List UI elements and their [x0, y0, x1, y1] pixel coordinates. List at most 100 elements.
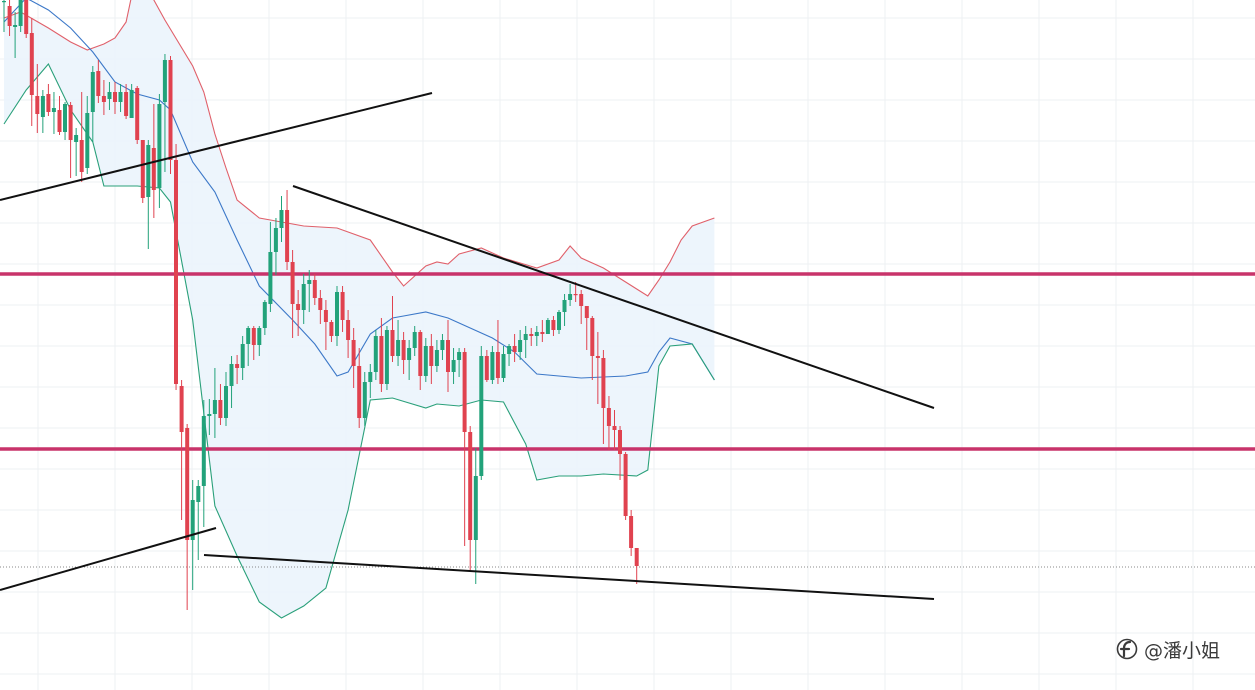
candle — [113, 82, 117, 114]
candle — [606, 396, 611, 450]
candle — [534, 326, 539, 346]
candle — [390, 296, 395, 362]
candle — [529, 328, 534, 346]
candle-body — [74, 135, 79, 142]
candle-body — [601, 358, 606, 408]
candle-body — [606, 408, 611, 426]
candle — [429, 334, 434, 384]
candle — [135, 86, 140, 144]
bollinger-middle-line — [3, 0, 715, 381]
candle-body — [562, 300, 567, 312]
candle — [573, 282, 578, 302]
candle-body — [490, 352, 495, 380]
candle — [312, 274, 317, 305]
candle — [568, 284, 573, 306]
candle — [501, 346, 506, 382]
candle-body — [63, 104, 67, 132]
candle-body — [423, 346, 428, 376]
candle — [329, 320, 334, 342]
candle — [601, 350, 606, 444]
candle-body — [51, 108, 56, 112]
candle — [473, 448, 478, 584]
candle — [40, 90, 45, 133]
candle — [557, 310, 561, 334]
candle-body — [368, 372, 373, 382]
candle-body — [307, 280, 312, 284]
candle-body — [495, 352, 500, 378]
candle — [551, 316, 556, 336]
candle — [146, 140, 151, 249]
candle — [257, 326, 262, 356]
candle — [68, 102, 73, 178]
candle — [235, 355, 240, 384]
candle — [512, 334, 517, 362]
candle — [479, 346, 484, 480]
candle — [457, 348, 462, 377]
candle — [24, 0, 29, 38]
candle-body — [468, 432, 473, 540]
candle — [285, 190, 290, 270]
candle — [296, 290, 301, 336]
bollinger-lower-line — [3, 63, 715, 619]
candles — [2, 0, 639, 610]
candle-body — [545, 320, 550, 334]
trendline — [203, 554, 935, 600]
candle-body — [523, 334, 528, 340]
candle — [212, 368, 217, 438]
candle-body — [24, 0, 29, 34]
candle — [540, 320, 545, 342]
candle-body — [590, 318, 595, 356]
candle — [545, 318, 550, 334]
candle-body — [507, 346, 512, 354]
candle-body — [290, 262, 295, 304]
candle — [251, 326, 256, 360]
candle-body — [540, 332, 545, 334]
candle — [90, 66, 95, 142]
candle — [85, 96, 90, 174]
candle-body — [118, 92, 123, 102]
candle-body — [529, 334, 534, 336]
candle — [224, 372, 228, 426]
candle-body — [579, 294, 584, 306]
candle-body — [224, 386, 228, 418]
candle — [174, 144, 178, 390]
candle-body — [390, 330, 395, 356]
candle-body — [362, 382, 367, 418]
candle — [362, 372, 367, 426]
candle-body — [57, 110, 62, 132]
candle — [518, 330, 523, 360]
candle — [74, 128, 79, 176]
candle-body — [573, 294, 578, 296]
candle — [579, 290, 584, 324]
candle — [412, 326, 417, 356]
candle-body — [129, 90, 134, 118]
candle-body — [457, 352, 462, 360]
candle — [396, 320, 401, 366]
candle — [407, 340, 412, 380]
candle-body — [29, 33, 34, 95]
candle-body — [135, 88, 140, 140]
candle — [290, 250, 295, 338]
candle — [323, 300, 328, 350]
candle — [7, 0, 12, 36]
candle — [246, 326, 251, 366]
candle — [595, 332, 600, 404]
candle — [612, 410, 617, 450]
candle — [2, 0, 6, 32]
candle-body — [446, 340, 450, 372]
candle-body — [124, 92, 129, 116]
candle-body — [90, 72, 95, 112]
candle-body — [146, 145, 151, 197]
watermark-text: @潘小姐 — [1144, 639, 1221, 662]
candle-body — [162, 60, 167, 102]
candle-body — [246, 328, 251, 344]
candle — [46, 84, 51, 116]
candle — [634, 548, 639, 584]
candle — [584, 306, 589, 350]
candle-body — [379, 336, 384, 384]
candle-body — [412, 332, 417, 348]
weibo-logo-icon — [1116, 638, 1138, 660]
candle — [101, 80, 106, 115]
candle — [318, 290, 323, 324]
candle — [35, 64, 40, 133]
